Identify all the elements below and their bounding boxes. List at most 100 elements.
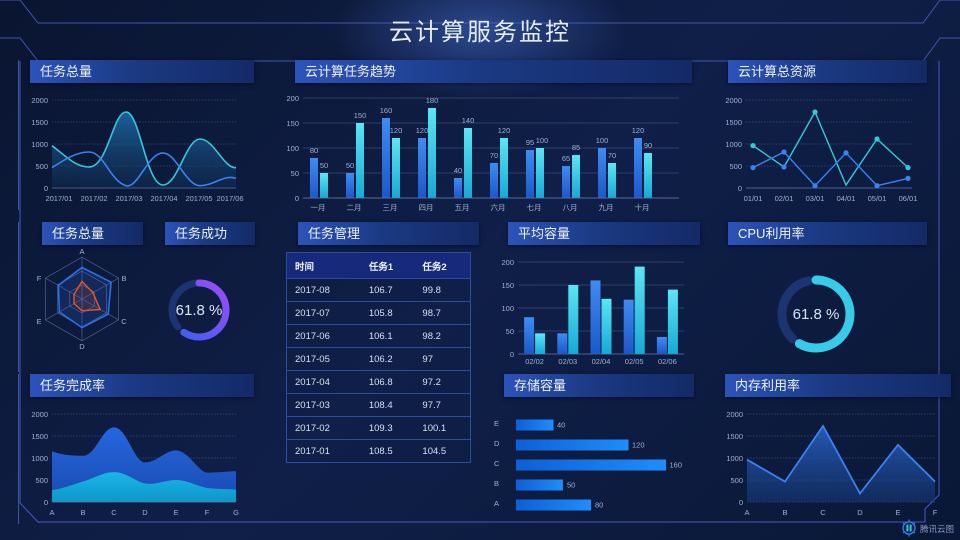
svg-text:十月: 十月 xyxy=(635,202,650,212)
svg-text:D: D xyxy=(142,508,148,517)
svg-text:2000: 2000 xyxy=(726,410,743,419)
svg-text:85: 85 xyxy=(572,143,580,152)
svg-text:61.8 %: 61.8 % xyxy=(176,302,223,319)
svg-text:E: E xyxy=(494,419,499,428)
svg-text:80: 80 xyxy=(310,146,318,155)
svg-text:F: F xyxy=(933,508,938,517)
svg-text:B: B xyxy=(494,479,499,488)
svg-text:2017/06: 2017/06 xyxy=(216,194,243,203)
svg-text:1000: 1000 xyxy=(31,454,48,463)
svg-text:E: E xyxy=(36,317,41,326)
svg-text:200: 200 xyxy=(286,94,299,103)
svg-text:2000: 2000 xyxy=(31,96,48,105)
svg-text:1000: 1000 xyxy=(31,140,48,149)
svg-text:500: 500 xyxy=(730,476,743,485)
svg-text:120: 120 xyxy=(498,126,511,135)
svg-text:150: 150 xyxy=(354,111,367,120)
svg-text:1000: 1000 xyxy=(726,454,743,463)
svg-text:九月: 九月 xyxy=(599,203,614,212)
svg-text:100: 100 xyxy=(501,304,514,313)
svg-text:0: 0 xyxy=(44,498,48,507)
svg-text:1500: 1500 xyxy=(31,118,48,127)
svg-text:01/01: 01/01 xyxy=(744,194,763,203)
svg-text:40: 40 xyxy=(557,421,565,430)
svg-text:50: 50 xyxy=(567,481,575,490)
svg-text:02/01: 02/01 xyxy=(775,194,794,203)
svg-text:1500: 1500 xyxy=(725,118,742,127)
svg-text:200: 200 xyxy=(501,258,514,267)
svg-text:02/03: 02/03 xyxy=(558,357,577,366)
svg-text:0: 0 xyxy=(738,184,742,193)
svg-text:120: 120 xyxy=(632,441,645,450)
svg-text:150: 150 xyxy=(286,119,299,128)
svg-text:E: E xyxy=(895,508,900,517)
svg-text:06/01: 06/01 xyxy=(899,194,917,203)
svg-text:100: 100 xyxy=(536,136,549,145)
svg-text:2017/04: 2017/04 xyxy=(150,194,177,203)
svg-text:80: 80 xyxy=(595,501,603,510)
svg-text:B: B xyxy=(121,274,126,283)
svg-text:2017/02: 2017/02 xyxy=(80,194,107,203)
svg-text:2017/03: 2017/03 xyxy=(115,194,142,203)
svg-text:500: 500 xyxy=(729,162,742,171)
svg-text:120: 120 xyxy=(416,126,429,135)
svg-text:02/06: 02/06 xyxy=(658,357,677,366)
svg-text:A: A xyxy=(49,508,54,517)
svg-text:120: 120 xyxy=(390,126,403,135)
svg-text:C: C xyxy=(820,508,826,517)
svg-text:一月: 一月 xyxy=(311,203,326,212)
svg-text:C: C xyxy=(494,459,500,468)
svg-text:100: 100 xyxy=(596,136,609,145)
svg-text:五月: 五月 xyxy=(455,203,470,212)
svg-text:50: 50 xyxy=(506,327,514,336)
svg-text:50: 50 xyxy=(346,161,354,170)
svg-text:E: E xyxy=(173,508,178,517)
svg-text:F: F xyxy=(37,274,42,283)
svg-text:六月: 六月 xyxy=(491,202,506,212)
svg-text:160: 160 xyxy=(670,461,683,470)
svg-text:150: 150 xyxy=(501,281,514,290)
svg-text:02/05: 02/05 xyxy=(625,357,644,366)
svg-text:50: 50 xyxy=(320,161,328,170)
svg-text:02/04: 02/04 xyxy=(592,357,611,366)
svg-text:140: 140 xyxy=(462,116,475,125)
svg-text:1500: 1500 xyxy=(726,432,743,441)
svg-text:八月: 八月 xyxy=(563,203,578,212)
svg-text:160: 160 xyxy=(380,106,393,115)
svg-text:40: 40 xyxy=(454,166,462,175)
svg-text:500: 500 xyxy=(35,476,48,485)
svg-text:A: A xyxy=(79,247,84,256)
svg-text:四月: 四月 xyxy=(419,203,434,212)
svg-text:F: F xyxy=(205,508,210,517)
svg-text:70: 70 xyxy=(490,151,498,160)
svg-text:2000: 2000 xyxy=(725,96,742,105)
svg-text:180: 180 xyxy=(426,96,439,105)
svg-text:2017/05: 2017/05 xyxy=(185,194,212,203)
svg-text:0: 0 xyxy=(739,498,743,507)
svg-text:03/01: 03/01 xyxy=(806,194,825,203)
svg-text:50: 50 xyxy=(291,169,299,178)
svg-text:04/01: 04/01 xyxy=(837,194,856,203)
svg-text:0: 0 xyxy=(44,184,48,193)
svg-text:500: 500 xyxy=(35,162,48,171)
svg-text:95: 95 xyxy=(526,138,534,147)
svg-text:100: 100 xyxy=(286,144,299,153)
svg-text:七月: 七月 xyxy=(527,203,542,212)
svg-text:B: B xyxy=(80,508,85,517)
svg-text:70: 70 xyxy=(608,151,616,160)
svg-text:三月: 三月 xyxy=(383,203,398,212)
svg-text:A: A xyxy=(494,499,499,508)
svg-text:61.8 %: 61.8 % xyxy=(793,306,840,323)
svg-text:0: 0 xyxy=(510,350,514,359)
svg-text:02/02: 02/02 xyxy=(525,357,544,366)
svg-text:二月: 二月 xyxy=(347,203,362,212)
svg-text:90: 90 xyxy=(644,141,652,150)
svg-text:120: 120 xyxy=(632,126,645,135)
svg-text:2017/01: 2017/01 xyxy=(45,194,72,203)
svg-text:1500: 1500 xyxy=(31,432,48,441)
svg-text:65: 65 xyxy=(562,154,570,163)
svg-text:D: D xyxy=(857,508,863,517)
svg-text:05/01: 05/01 xyxy=(868,194,887,203)
svg-text:2000: 2000 xyxy=(31,410,48,419)
svg-text:C: C xyxy=(111,508,117,517)
